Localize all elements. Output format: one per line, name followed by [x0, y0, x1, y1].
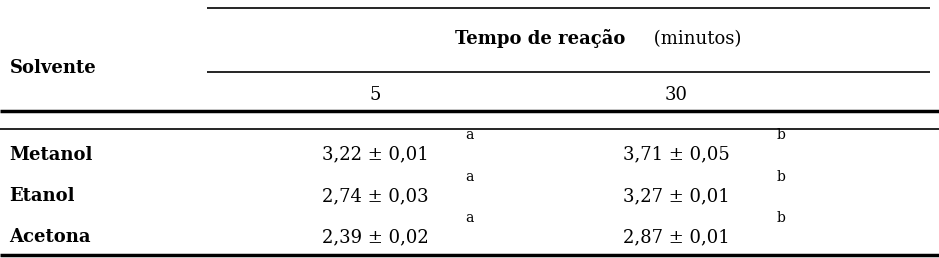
Text: 30: 30 [665, 86, 687, 104]
Text: b: b [777, 128, 785, 142]
Text: Metanol: Metanol [9, 146, 93, 164]
Text: Tempo de reação: Tempo de reação [454, 29, 625, 48]
Text: 3,71 ± 0,05: 3,71 ± 0,05 [623, 146, 730, 164]
Text: (minutos): (minutos) [648, 30, 742, 48]
Text: b: b [777, 211, 785, 225]
Text: 3,27 ± 0,01: 3,27 ± 0,01 [623, 187, 730, 205]
Text: 3,22 ± 0,01: 3,22 ± 0,01 [322, 146, 429, 164]
Text: 2,87 ± 0,01: 2,87 ± 0,01 [623, 228, 730, 246]
Text: b: b [777, 170, 785, 184]
Text: a: a [466, 170, 474, 184]
Text: a: a [466, 128, 474, 142]
Text: Etanol: Etanol [9, 187, 75, 205]
Text: Solvente: Solvente [9, 59, 96, 77]
Text: Acetona: Acetona [9, 228, 91, 246]
Text: a: a [466, 211, 474, 225]
Text: 2,74 ± 0,03: 2,74 ± 0,03 [322, 187, 429, 205]
Text: 5: 5 [370, 86, 381, 104]
Text: 2,39 ± 0,02: 2,39 ± 0,02 [322, 228, 429, 246]
